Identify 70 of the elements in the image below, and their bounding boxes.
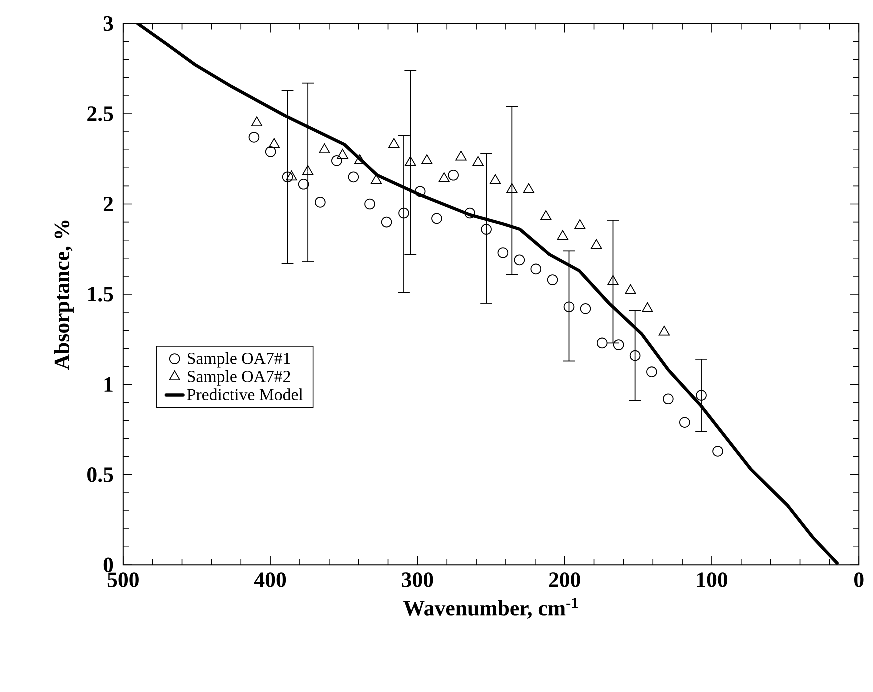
point <box>438 172 450 182</box>
point <box>580 303 592 314</box>
point <box>432 213 442 224</box>
point <box>456 150 467 161</box>
point <box>696 390 707 401</box>
point <box>268 138 280 148</box>
point <box>680 417 690 428</box>
point <box>364 198 376 210</box>
point <box>405 156 416 166</box>
point <box>282 172 294 183</box>
x-axis-title: Wavenumber, cm$^{-1}$ <box>404 598 578 619</box>
point <box>381 216 392 228</box>
point <box>398 208 410 219</box>
point <box>464 208 476 219</box>
point <box>388 138 400 148</box>
y-tick-label: 0.5 <box>88 468 114 482</box>
point <box>547 274 558 286</box>
point <box>332 156 342 166</box>
y-tick-label: 2.5 <box>88 106 114 122</box>
x-tick-label: 200 <box>549 572 580 588</box>
point <box>251 116 263 126</box>
point <box>608 275 619 286</box>
point <box>557 230 569 240</box>
y-tick-label: 0 <box>104 558 114 572</box>
point <box>315 197 326 208</box>
legend-label: Sample OA7#2 <box>188 370 290 386</box>
point <box>490 174 502 184</box>
x-tick-label: 400 <box>254 572 286 588</box>
y-tick-label: 2 <box>104 197 114 212</box>
point <box>498 248 509 258</box>
point <box>448 170 459 181</box>
point <box>302 165 314 176</box>
point <box>540 210 552 220</box>
point <box>286 170 298 181</box>
point <box>506 183 518 194</box>
y-tick-label: 1.5 <box>88 287 114 302</box>
point <box>472 156 484 166</box>
point <box>348 172 360 183</box>
x-tick-label: 300 <box>402 572 434 588</box>
x-tick-label: 100 <box>697 572 728 588</box>
point <box>422 154 433 164</box>
point <box>370 174 382 184</box>
point <box>248 132 260 143</box>
point <box>319 144 330 154</box>
y-tick-label: 3 <box>104 16 114 32</box>
point <box>642 302 654 312</box>
point <box>625 284 636 294</box>
legend-label: Sample OA7#1 <box>188 352 290 368</box>
point <box>613 340 624 350</box>
legend-label: Predictive Model <box>187 388 304 400</box>
point <box>646 366 658 378</box>
point <box>298 178 310 190</box>
point <box>481 224 492 235</box>
point <box>523 183 535 194</box>
point <box>658 326 670 336</box>
x-tick-label: 500 <box>108 572 139 588</box>
point <box>564 302 575 312</box>
x-tick-label: 0 <box>854 572 864 588</box>
point <box>337 149 348 159</box>
point <box>574 219 586 230</box>
point <box>414 186 426 197</box>
point <box>630 350 641 362</box>
point <box>514 254 526 266</box>
y-axis-title: Absorptance, % <box>54 220 74 370</box>
point <box>265 146 276 158</box>
y-tick-label: 1 <box>104 377 113 392</box>
point <box>530 264 542 275</box>
point <box>712 446 724 457</box>
point <box>591 239 602 250</box>
point <box>663 394 674 405</box>
